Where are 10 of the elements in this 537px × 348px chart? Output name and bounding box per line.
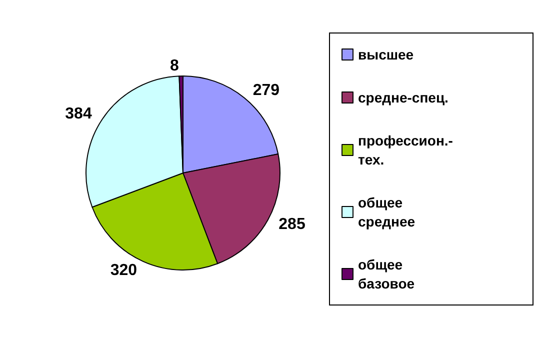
data-label: 8 xyxy=(170,58,179,75)
data-label: 320 xyxy=(110,262,138,280)
legend-label: высшее xyxy=(358,46,414,62)
legend-label: средне-спец. xyxy=(358,90,448,106)
data-label: 285 xyxy=(278,216,306,234)
legend-label: общее среднее xyxy=(358,194,416,230)
legend-label: профессион.-тех. xyxy=(358,132,454,168)
data-label: 384 xyxy=(65,105,92,122)
legend-label: общее базовое xyxy=(358,256,415,292)
data-label: 279 xyxy=(252,82,280,99)
